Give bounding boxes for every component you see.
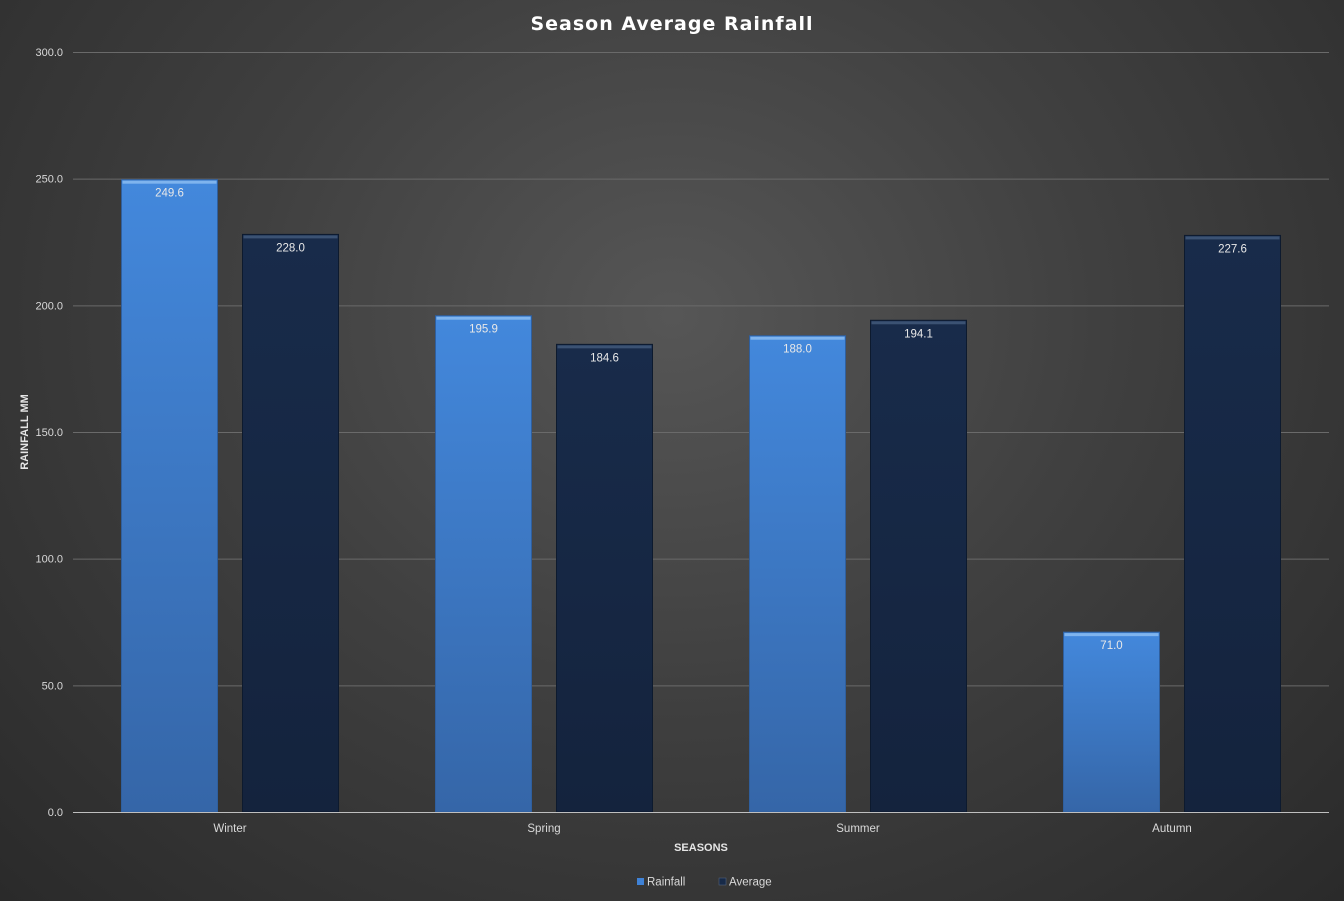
data-label-rainfall-spring: 195.9 (469, 324, 498, 336)
bar-average-spring (556, 343, 653, 813)
x-category-label-spring: Spring (527, 823, 560, 835)
bar-top-rainfall-spring (436, 316, 531, 320)
y-tick-label: 100.0 (35, 554, 63, 566)
bar-top-average-spring (557, 345, 652, 349)
legend-swatch-average (718, 877, 727, 886)
y-axis-title: RAINFALL MM (19, 394, 31, 470)
bar-top-average-summer (871, 321, 966, 325)
x-category-label-winter: Winter (213, 823, 246, 835)
y-tick-label: 300.0 (35, 47, 63, 59)
x-category-label-autumn: Autumn (1152, 823, 1192, 835)
y-tick-label: 250.0 (35, 174, 63, 186)
data-label-rainfall-winter: 249.6 (155, 188, 184, 200)
data-label-average-autumn: 227.6 (1218, 243, 1247, 255)
bars (121, 179, 1281, 813)
legend-label-rainfall: Rainfall (647, 877, 685, 889)
bar-top-rainfall-winter (122, 180, 217, 184)
data-labels: 249.6 228.0 195.9 184.6 188.0 194.1 71.0 227.6 (155, 188, 1247, 652)
bar-rainfall-spring (435, 315, 532, 813)
bar-top-average-autumn (1185, 236, 1280, 240)
legend-swatch-rainfall (637, 878, 644, 885)
bar-top-rainfall-autumn (1064, 633, 1159, 637)
bar-average-winter (242, 233, 339, 813)
data-label-rainfall-summer: 188.0 (783, 344, 812, 356)
y-tick-label: 0.0 (48, 807, 63, 819)
legend-label-average: Average (729, 877, 772, 889)
y-tick-label: 200.0 (35, 300, 63, 312)
data-label-average-spring: 184.6 (590, 352, 619, 364)
y-tick-label: 150.0 (35, 427, 63, 439)
x-axis-title: SEASONS (674, 842, 728, 854)
bar-average-summer (870, 319, 967, 813)
bar-top-rainfall-summer (750, 336, 845, 340)
bar-rainfall-summer (749, 335, 846, 813)
legend: Rainfall Average (637, 877, 772, 889)
chart-title: Season Average Rainfall (530, 13, 813, 35)
bar-average-autumn (1184, 234, 1281, 813)
bar-top-average-winter (243, 235, 338, 239)
x-category-label-summer: Summer (836, 823, 880, 835)
data-label-average-winter: 228.0 (276, 242, 305, 254)
y-tick-label: 50.0 (42, 680, 63, 692)
bar-rainfall-winter (121, 179, 218, 813)
data-label-rainfall-autumn: 71.0 (1100, 640, 1122, 652)
bar-rainfall-autumn (1063, 631, 1160, 813)
x-axis-categories: Winter Spring Summer Autumn (213, 823, 1191, 835)
data-label-average-summer: 194.1 (904, 328, 933, 340)
y-axis-ticks: 0.0 50.0 100.0 150.0 200.0 250.0 300.0 (35, 47, 63, 819)
